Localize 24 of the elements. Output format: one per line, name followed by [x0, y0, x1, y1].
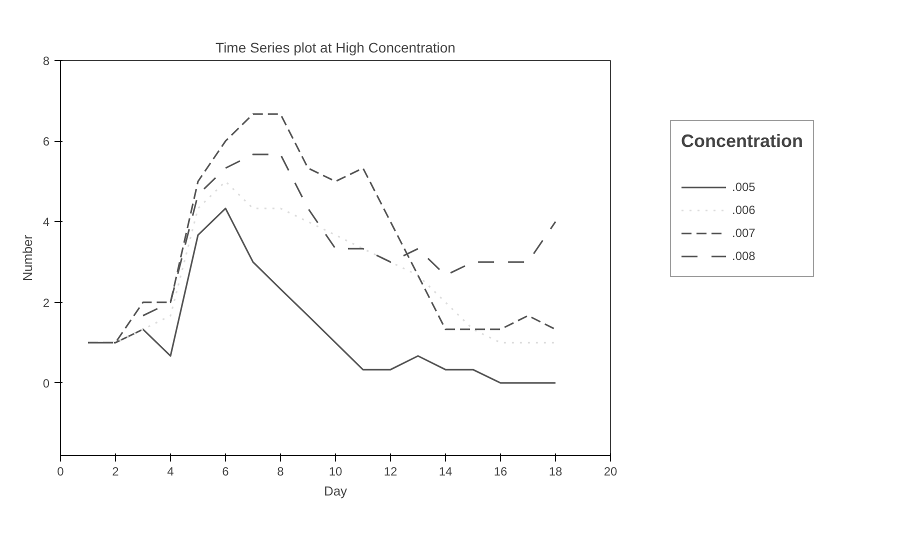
x-tick-label: 18: [548, 464, 562, 478]
x-tick-label: 0: [57, 464, 64, 478]
y-tick-label: 6: [42, 134, 50, 149]
y-axis-title: Number: [20, 234, 35, 282]
y-tick-label: 0: [42, 376, 50, 390]
legend-label: .008: [732, 249, 756, 263]
x-tick-label: 4: [167, 464, 174, 478]
x-tick-label: 6: [222, 464, 230, 478]
x-tick-label: 2: [112, 464, 120, 478]
x-tick-label: 12: [384, 464, 398, 478]
chart-title: Time Series plot at High Concentration: [216, 40, 456, 56]
x-tick-label: 14: [438, 464, 452, 478]
y-tick-label: 4: [42, 215, 50, 230]
y-tick-label: 2: [42, 296, 50, 310]
legend-label: .006: [732, 203, 756, 217]
legend-label: .007: [732, 226, 756, 240]
x-tick-label: 20: [604, 464, 618, 478]
legend-label: .005: [732, 180, 756, 194]
x-tick-label: 16: [494, 464, 508, 478]
x-axis-title: Day: [324, 484, 348, 498]
y-tick-label: 8: [42, 54, 50, 68]
x-tick-label: 10: [328, 464, 342, 478]
legend-title: Concentration: [681, 131, 804, 152]
x-tick-label: 8: [277, 464, 284, 478]
